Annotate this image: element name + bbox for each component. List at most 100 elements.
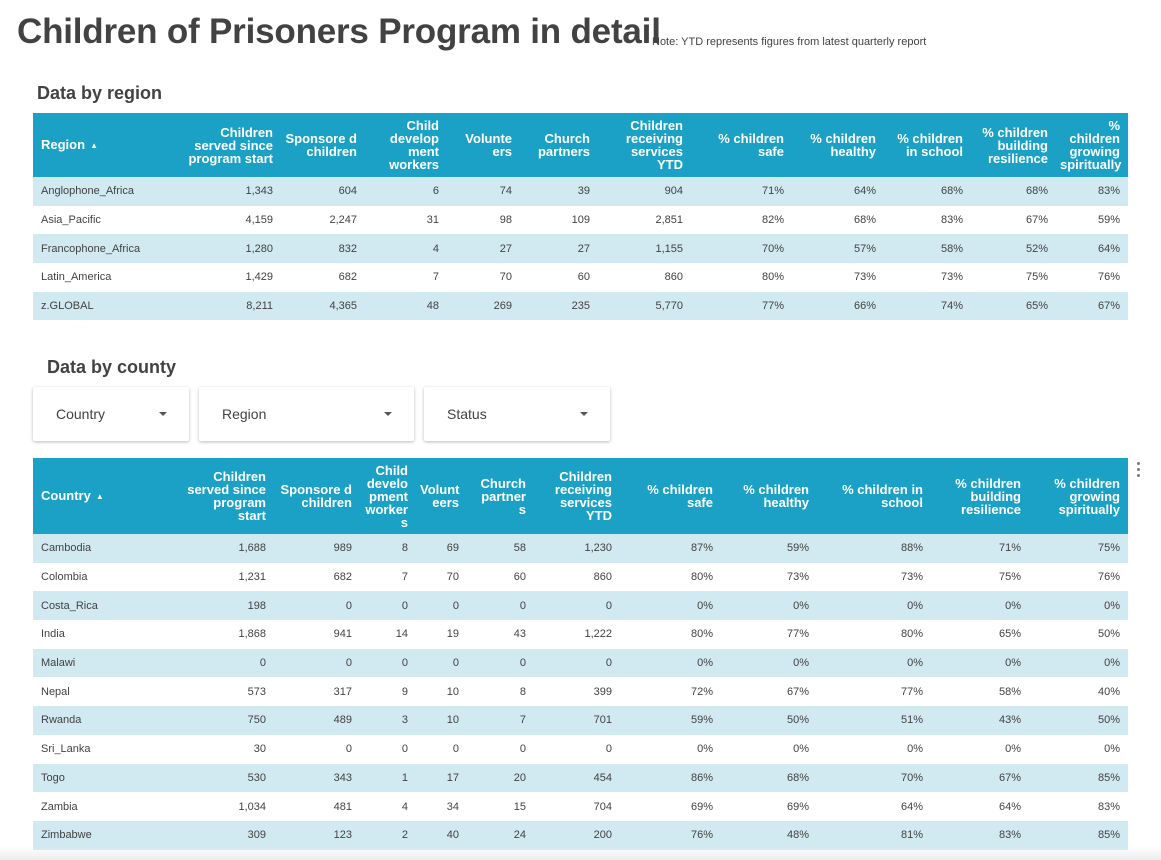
- table-cell: 40: [416, 820, 467, 850]
- region-column-header[interactable]: Region ▲: [33, 113, 181, 177]
- table-cell: 682: [274, 562, 360, 592]
- table-cell: 0: [534, 734, 620, 764]
- country-filter-dropdown[interactable]: Country: [33, 387, 189, 441]
- table-cell: 82%: [691, 205, 792, 235]
- region-column-header[interactable]: % children building resilience: [971, 113, 1056, 177]
- table-cell: 71%: [931, 534, 1029, 563]
- region-column-label: % children healthy: [810, 131, 876, 159]
- table-cell: 109: [520, 205, 598, 235]
- table-cell: Togo: [33, 763, 181, 793]
- table-cell: 860: [598, 263, 691, 292]
- region-column-header[interactable]: Volunte ers: [447, 113, 520, 177]
- county-column-header[interactable]: Children served since program start: [181, 458, 274, 534]
- table-cell: 0: [534, 591, 620, 621]
- table-cell: Sri_Lanka: [33, 734, 181, 764]
- table-row: Sri_Lanka 30 0 0 0 0 0 0% 0% 0% 0% 0%: [33, 734, 1128, 764]
- more-vert-icon[interactable]: [1134, 460, 1144, 480]
- region-column-header[interactable]: % children safe: [691, 113, 792, 177]
- table-cell: 8: [360, 534, 416, 563]
- region-column-header[interactable]: % children healthy: [792, 113, 884, 177]
- region-header-row: Region ▲ Children served since program sta…: [33, 113, 1128, 177]
- table-cell: 123: [274, 820, 360, 850]
- table-cell: 43: [467, 620, 534, 649]
- table-row: Zambia 1,034 481 4 34 15 704 69% 69% 64% 64% 83%: [33, 792, 1128, 821]
- table-cell: Malawi: [33, 648, 181, 678]
- table-cell: 85%: [1029, 763, 1128, 793]
- table-cell: 98: [447, 205, 520, 235]
- county-column-header[interactable]: % children in school: [817, 458, 931, 534]
- table-cell: 59%: [1056, 205, 1128, 235]
- table-cell: 0: [181, 648, 274, 678]
- table-cell: 269: [447, 291, 520, 321]
- table-cell: 50%: [721, 706, 817, 735]
- table-cell: 3: [360, 706, 416, 735]
- table-cell: 30: [181, 734, 274, 764]
- region-column-label: Sponsore d children: [285, 131, 357, 159]
- table-row: Malawi 0 0 0 0 0 0 0% 0% 0% 0% 0%: [33, 648, 1128, 678]
- county-column-header[interactable]: Country ▲: [33, 458, 181, 534]
- table-cell: 1,230: [534, 534, 620, 563]
- region-filter-label: Region: [222, 406, 267, 422]
- table-cell: 59%: [721, 534, 817, 563]
- table-cell: 4: [365, 234, 447, 264]
- table-cell: 10: [416, 706, 467, 735]
- table-cell: 24: [467, 820, 534, 850]
- county-column-header[interactable]: Children receiving services YTD: [534, 458, 620, 534]
- region-column-header[interactable]: Children receiving services YTD: [598, 113, 691, 177]
- table-cell: 0%: [817, 734, 931, 764]
- region-column-header[interactable]: % children growing spiritually: [1056, 113, 1128, 177]
- table-cell: 989: [274, 534, 360, 563]
- region-filter-dropdown[interactable]: Region: [199, 387, 414, 441]
- table-cell: Cambodia: [33, 534, 181, 563]
- county-table: Country ▲ Children served since program st…: [33, 458, 1128, 850]
- table-row: Colombia 1,231 682 7 70 60 860 80% 73% 73% 75% 76%: [33, 562, 1128, 592]
- table-cell: 68%: [971, 177, 1056, 206]
- sort-ascending-icon[interactable]: ▲: [90, 141, 98, 151]
- region-column-header[interactable]: Church partners: [520, 113, 598, 177]
- table-cell: z.GLOBAL: [33, 291, 181, 321]
- table-cell: 80%: [691, 263, 792, 292]
- county-column-header[interactable]: % children growing spiritually: [1029, 458, 1128, 534]
- table-cell: 14: [360, 620, 416, 649]
- table-cell: 71%: [691, 177, 792, 206]
- sort-ascending-icon[interactable]: ▲: [95, 492, 104, 502]
- table-cell: 67%: [1056, 291, 1128, 321]
- table-cell: 67%: [931, 763, 1029, 793]
- table-cell: 67%: [721, 677, 817, 707]
- table-cell: 86%: [620, 763, 721, 793]
- table-row: Rwanda 750 489 3 10 7 701 59% 50% 51% 43% 50%: [33, 706, 1128, 735]
- county-column-label: Country: [41, 487, 91, 503]
- county-column-header[interactable]: Child develo pment worker s: [360, 458, 416, 534]
- table-cell: 69%: [721, 792, 817, 821]
- kebab-dot: [1137, 468, 1140, 471]
- county-column-header[interactable]: Sponsore d children: [274, 458, 360, 534]
- region-column-header[interactable]: Children served since program start: [181, 113, 281, 177]
- table-cell: 65%: [931, 620, 1029, 649]
- table-cell: 74: [447, 177, 520, 206]
- county-column-header[interactable]: % children safe: [620, 458, 721, 534]
- table-cell: 58%: [884, 234, 971, 264]
- table-cell: 1,280: [181, 234, 281, 264]
- county-column-label: Children receiving services YTD: [554, 469, 612, 523]
- table-cell: 0%: [620, 734, 721, 764]
- table-cell: 481: [274, 792, 360, 821]
- table-cell: 70%: [691, 234, 792, 264]
- region-column-header[interactable]: Sponsore d children: [281, 113, 365, 177]
- table-cell: 70: [416, 562, 467, 592]
- region-column-header[interactable]: Child develop ment workers: [365, 113, 447, 177]
- county-column-header[interactable]: Volunt eers: [416, 458, 467, 534]
- county-column-header[interactable]: % children healthy: [721, 458, 817, 534]
- table-cell: 832: [281, 234, 365, 264]
- region-column-header[interactable]: % children in school: [884, 113, 971, 177]
- region-section-title: Data by region: [37, 83, 163, 103]
- county-column-header[interactable]: Church partner s: [467, 458, 534, 534]
- county-column-header[interactable]: % children building resilience: [931, 458, 1029, 534]
- table-cell: Anglophone_Africa: [33, 177, 181, 206]
- table-cell: 0%: [620, 591, 721, 621]
- table-cell: 0: [274, 648, 360, 678]
- table-cell: India: [33, 620, 181, 649]
- county-column-label: % children building resilience: [955, 475, 1021, 517]
- status-filter-dropdown[interactable]: Status: [424, 387, 610, 441]
- table-cell: 0%: [620, 648, 721, 678]
- table-cell: 8,211: [181, 291, 281, 321]
